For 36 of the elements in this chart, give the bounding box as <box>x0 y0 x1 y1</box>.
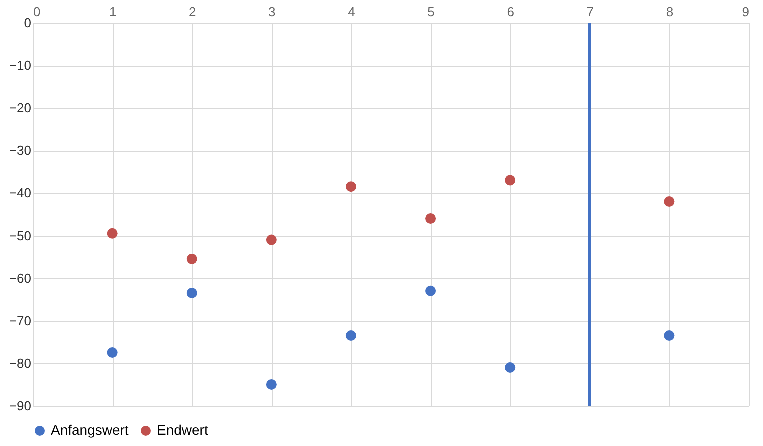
point <box>266 379 277 390</box>
legend-label: Endwert <box>157 422 208 438</box>
point <box>266 234 277 246</box>
y-tick-label: −80 <box>9 356 32 371</box>
x-tick-label: 3 <box>268 4 276 20</box>
point <box>664 330 675 342</box>
x-tick-label: 5 <box>428 4 435 20</box>
point <box>107 348 118 358</box>
y-tick-label: −70 <box>9 313 32 328</box>
point <box>346 330 356 342</box>
y-tick-label: 0 <box>24 16 32 30</box>
point <box>186 254 198 264</box>
x-tick-label: 0 <box>34 4 41 20</box>
point <box>505 175 516 186</box>
x-tick-label: 1 <box>109 4 117 20</box>
x-tick-label: 9 <box>742 4 750 20</box>
y-tick-label: −10 <box>9 58 32 74</box>
y-tick-label: −90 <box>9 398 32 414</box>
y-tick-label: −40 <box>9 186 32 201</box>
legend-label: Anfangswert <box>51 422 129 438</box>
y-tick-label: −50 <box>9 228 32 244</box>
x-tick-label: 6 <box>507 4 514 20</box>
x-tick-label: 8 <box>666 4 674 20</box>
x-tick-label: 2 <box>188 4 196 20</box>
point <box>505 362 516 373</box>
point <box>664 196 675 207</box>
point <box>346 182 356 192</box>
point <box>426 286 436 296</box>
point <box>426 214 436 224</box>
y-tick-label: −30 <box>9 143 32 158</box>
y-tick-label: −20 <box>9 100 32 116</box>
point <box>107 228 118 239</box>
x-tick-label: 4 <box>348 4 356 20</box>
y-tick-label: −60 <box>9 270 32 286</box>
x-tick-label: 7 <box>586 4 594 20</box>
point <box>186 288 198 298</box>
